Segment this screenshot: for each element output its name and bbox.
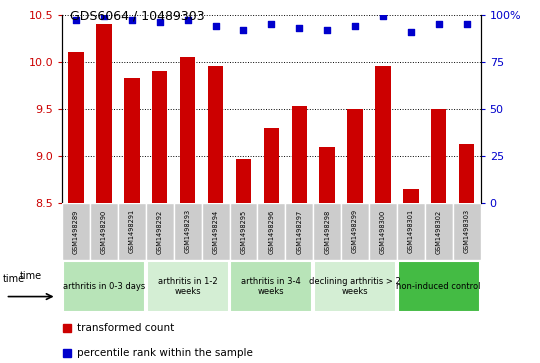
Point	[239, 27, 248, 33]
Bar	[146, 203, 174, 260]
Bar	[174, 203, 201, 260]
Text: arthritis in 1-2
weeks: arthritis in 1-2 weeks	[158, 277, 218, 297]
Bar	[375, 66, 390, 203]
Point	[462, 21, 471, 27]
Text: GSM1498295: GSM1498295	[240, 209, 246, 253]
Bar	[258, 203, 285, 260]
Point	[295, 25, 303, 30]
Bar	[118, 203, 146, 260]
Bar	[369, 203, 397, 260]
Text: GSM1498290: GSM1498290	[101, 209, 107, 253]
Text: GSM1498302: GSM1498302	[436, 209, 442, 253]
Point	[156, 19, 164, 25]
Bar	[459, 144, 474, 203]
Bar	[347, 109, 363, 203]
Bar	[403, 189, 418, 203]
Point	[323, 27, 332, 33]
Point	[379, 13, 387, 19]
Text: GDS6064 / 10489303: GDS6064 / 10489303	[70, 9, 205, 22]
Bar	[398, 261, 480, 312]
Bar	[313, 203, 341, 260]
Bar	[292, 106, 307, 203]
Point	[211, 23, 220, 29]
Text: GSM1498291: GSM1498291	[129, 209, 135, 253]
Point	[351, 23, 360, 29]
Text: GSM1498297: GSM1498297	[296, 209, 302, 253]
Text: GSM1498292: GSM1498292	[157, 209, 163, 253]
Bar	[320, 147, 335, 203]
Text: non-induced control: non-induced control	[396, 282, 481, 291]
Text: time: time	[20, 271, 42, 281]
Bar	[425, 203, 453, 260]
Bar	[453, 203, 481, 260]
Text: GSM1498289: GSM1498289	[73, 209, 79, 253]
Text: declining arthritis > 2
weeks: declining arthritis > 2 weeks	[309, 277, 401, 297]
Bar	[62, 203, 90, 260]
Text: GSM1498298: GSM1498298	[324, 209, 330, 253]
Text: GSM1498303: GSM1498303	[464, 209, 470, 253]
Bar	[69, 52, 84, 203]
Bar	[230, 203, 258, 260]
Text: arthritis in 3-4
weeks: arthritis in 3-4 weeks	[241, 277, 301, 297]
Bar	[236, 159, 251, 203]
Point	[127, 17, 136, 23]
Text: GSM1498293: GSM1498293	[185, 209, 191, 253]
Text: GSM1498296: GSM1498296	[268, 209, 274, 253]
Bar	[264, 128, 279, 203]
Bar	[431, 109, 447, 203]
Text: transformed count: transformed count	[77, 323, 174, 333]
Text: time: time	[3, 274, 25, 284]
Bar	[397, 203, 425, 260]
Point	[72, 17, 80, 23]
Bar	[314, 261, 396, 312]
Text: GSM1498300: GSM1498300	[380, 209, 386, 253]
Bar	[90, 203, 118, 260]
Point	[99, 13, 108, 19]
Text: arthritis in 0-3 days: arthritis in 0-3 days	[63, 282, 145, 291]
Bar	[285, 203, 313, 260]
Bar	[96, 24, 112, 203]
Text: GSM1498301: GSM1498301	[408, 209, 414, 253]
Bar	[180, 57, 195, 203]
Text: GSM1498294: GSM1498294	[213, 209, 219, 253]
Text: percentile rank within the sample: percentile rank within the sample	[77, 348, 253, 358]
Bar	[152, 71, 167, 203]
Bar	[147, 261, 228, 312]
Point	[183, 17, 192, 23]
Point	[434, 21, 443, 27]
Bar	[231, 261, 312, 312]
Text: GSM1498299: GSM1498299	[352, 209, 358, 253]
Bar	[208, 66, 223, 203]
Bar	[63, 261, 145, 312]
Point	[267, 21, 275, 27]
Bar	[341, 203, 369, 260]
Bar	[201, 203, 229, 260]
Point	[407, 29, 415, 34]
Bar	[124, 78, 139, 203]
